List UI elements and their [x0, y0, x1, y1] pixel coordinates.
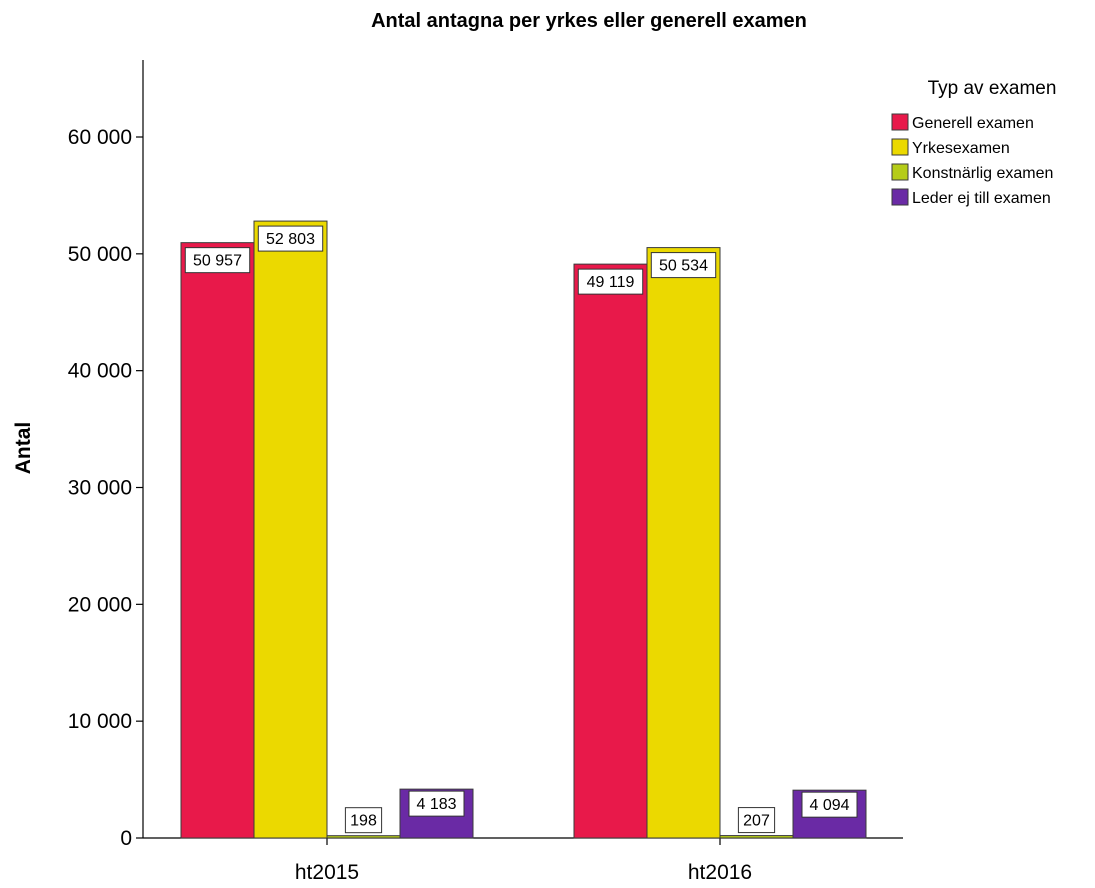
legend-swatch — [891, 113, 909, 131]
legend-label: Konstnärlig examen — [912, 165, 1053, 182]
y-tick-label: 50 000 — [68, 243, 132, 266]
y-tick-label: 10 000 — [68, 710, 132, 733]
legend-label: Generell examen — [912, 115, 1034, 132]
data-label-box — [184, 247, 251, 274]
data-label-box — [737, 807, 776, 834]
x-tick-label: ht2016 — [688, 861, 752, 884]
legend-swatch — [891, 138, 909, 156]
y-tick-label: 60 000 — [68, 126, 132, 149]
legend-swatch — [891, 188, 909, 206]
legend-swatch — [891, 163, 909, 181]
legend: Typ av examen Generell examen Yrkesexamen… — [891, 78, 1057, 207]
legend-title: Typ av examen — [928, 78, 1057, 99]
data-label: 49 119 — [587, 274, 635, 291]
data-label-box — [408, 790, 465, 817]
legend-label: Leder ej till examen — [912, 190, 1051, 207]
bar — [253, 220, 328, 839]
data-label-box — [344, 807, 383, 834]
y-axis-label: Antal — [12, 422, 35, 475]
bar — [719, 835, 794, 839]
chart-title: Antal antagna per yrkes eller generell e… — [371, 10, 807, 32]
plot-area: 0 10 000 20 000 30 000 40 000 50 000 60 000 ht2… — [68, 60, 903, 884]
data-label: 198 — [350, 813, 377, 830]
y-tick-label: 40 000 — [68, 360, 132, 383]
y-tick-label: 0 — [120, 827, 132, 850]
bar — [180, 242, 255, 839]
data-label-box — [801, 791, 858, 818]
legend-label: Yrkesexamen — [912, 140, 1010, 157]
x-tick-label: ht2015 — [295, 861, 359, 884]
data-label-box — [577, 268, 644, 295]
bar — [326, 835, 401, 839]
data-label: 50 957 — [193, 253, 242, 270]
data-label: 4 094 — [809, 797, 849, 814]
data-label: 52 803 — [266, 231, 315, 248]
bar — [573, 263, 648, 839]
data-label: 50 534 — [659, 258, 708, 275]
y-tick-label: 20 000 — [68, 593, 132, 616]
y-tick-label: 30 000 — [68, 477, 132, 500]
data-label-box — [650, 252, 717, 279]
bar — [646, 247, 721, 839]
data-label-box — [257, 225, 324, 252]
data-label: 207 — [743, 813, 770, 830]
data-label: 4 183 — [416, 796, 456, 813]
